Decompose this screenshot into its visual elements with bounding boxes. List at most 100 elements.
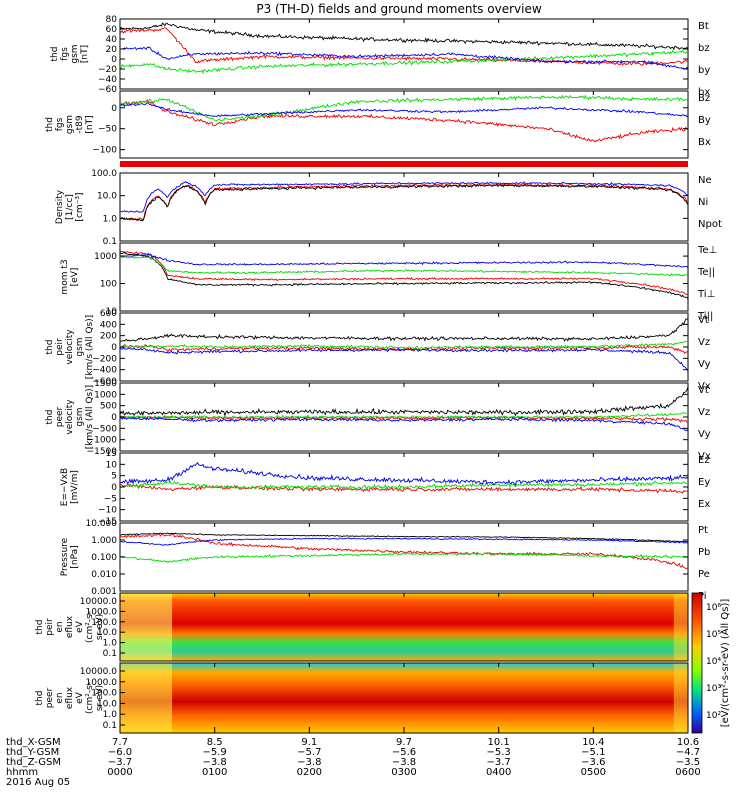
series-line-e-vxb-3: [119, 461, 689, 486]
panel-frame: [119, 452, 689, 522]
y-tick-label: 5: [111, 472, 117, 482]
panel-ylabel-line: sr-eV): [95, 614, 105, 640]
y-tick-label: 0: [111, 343, 117, 353]
series-line-pressure-1: [119, 532, 689, 543]
legend-entry: Te||: [697, 267, 715, 278]
x-tick-label: −6.0: [108, 747, 132, 758]
legend-entry: Vx: [698, 451, 711, 462]
x-tick-label: −3.6: [581, 757, 605, 768]
series-line-pressure-4: [119, 537, 688, 546]
panel-density: [119, 172, 689, 242]
x-tick-label: 10.6: [677, 737, 699, 748]
x-tick-label: 10.1: [488, 737, 510, 748]
y-tick-label: 100.0: [91, 689, 117, 699]
series-line-density-2: [119, 183, 689, 222]
legend-entry: Vx: [698, 381, 711, 392]
legend-entry: Ex: [698, 499, 710, 510]
series-line-mom-t3-2: [119, 252, 689, 300]
y-tick-label: 100: [100, 280, 117, 290]
panel-ylabel-line: fgs: [60, 47, 70, 61]
y-tick-label: −600: [92, 377, 117, 387]
y-tick-label: 10.000: [86, 519, 118, 529]
panel-mom-t3: [119, 242, 689, 312]
y-tick-label: −40: [98, 75, 117, 85]
y-tick-label: 0: [111, 55, 117, 65]
panel-ylabel-line: thd: [35, 691, 45, 706]
separator-bar: [120, 161, 688, 167]
panel-ylabel-line: Density: [55, 189, 65, 224]
y-tick-label: 0: [111, 413, 117, 423]
y-tick-label: −15: [98, 517, 117, 527]
panel-ylabel-line: velocity: [65, 329, 75, 365]
y-tick-label: 1.0: [103, 710, 118, 720]
panel-ylabel-line: peer: [55, 406, 65, 427]
panel-ylabel-line: peer: [45, 687, 55, 708]
x-axis-row-label: thd_X-GSM: [6, 737, 61, 748]
y-tick-label: 10: [106, 460, 118, 470]
series-line-fgs-gsm-t89-1: [119, 99, 689, 143]
panel-ylabel-line: eV: [75, 620, 85, 633]
x-tick-label: 9.1: [301, 737, 317, 748]
x-tick-label: 0500: [581, 767, 606, 778]
series-line-fgs-gsm-2: [119, 27, 689, 66]
x-axis-date: 2016 Aug 05: [6, 777, 70, 788]
panel-ylabel-line: sr-eV): [95, 685, 105, 711]
legend-entry: Ni: [698, 197, 708, 208]
y-tick-label: 0.1: [103, 649, 117, 659]
x-tick-label: −5.7: [297, 747, 321, 758]
y-tick-label: 10.0: [97, 628, 117, 638]
x-tick-label: −5.3: [487, 747, 511, 758]
y-tick-label: 0: [111, 483, 117, 493]
y-tick-label: −60: [98, 85, 117, 95]
spectrogram-late-band: [673, 593, 688, 661]
x-tick-label: 0400: [486, 767, 511, 778]
series-line-fgs-gsm-t89-3: [119, 102, 689, 118]
panel-ylabel-line: Pressure: [60, 537, 70, 576]
panel-ylabel-line: [nT]: [80, 45, 90, 63]
panel-ylabel-line: peir: [45, 618, 55, 636]
colorbar-label: [eV/(cm²-s-sr-eV) (All Qs)]: [720, 599, 731, 728]
panel-ylabel-line: thd: [35, 620, 45, 635]
panel-e-vxb: [119, 452, 689, 522]
panel-fgs-gsm: [119, 18, 689, 90]
y-tick-label: 10000.0: [80, 597, 117, 607]
series-line-peir-velocity-1: [119, 318, 689, 343]
panel-ylabel-line: gsm: [75, 337, 85, 356]
y-tick-label: 60: [106, 25, 118, 35]
colorbar-tick-label: 10³: [706, 684, 721, 694]
panel-ylabel-line: velocity: [65, 399, 75, 435]
x-tick-label: −5.6: [392, 747, 416, 758]
spectrogram: [120, 663, 688, 733]
legend-entry: Bt: [698, 21, 709, 32]
panel-ylabel-line: peir: [55, 338, 65, 356]
x-tick-label: −5.1: [581, 747, 605, 758]
panel-ylabel-line: eflux: [65, 686, 75, 709]
panel-ylabel-line: E=−VxB: [60, 468, 70, 506]
x-tick-label: 0300: [391, 767, 416, 778]
y-tick-label: 80: [106, 15, 118, 25]
colorbar-tick-label: 10⁶: [706, 603, 721, 613]
series-line-peir-velocity-4: [119, 347, 689, 372]
legend-entry: Pb: [698, 547, 710, 558]
panel-ylabel-line: gsm: [65, 115, 75, 134]
colorbar-tick-label: 10⁴: [706, 657, 721, 667]
x-tick-label: 10.4: [582, 737, 604, 748]
x-tick-label: 9.7: [396, 737, 412, 748]
y-tick-label: 200: [100, 332, 117, 342]
y-tick-label: 1000: [94, 390, 117, 400]
panel-ylabel-line: en: [55, 621, 65, 632]
colorbar: [691, 592, 703, 734]
legend-entry: bz: [698, 43, 710, 54]
panel-ylabel-line: [km/s (All Qs)]: [85, 385, 95, 449]
y-tick-label: 0: [111, 104, 117, 114]
x-axis-row-label: thd_Z-GSM: [6, 757, 61, 768]
panel-peer-eflux: [119, 662, 689, 734]
panel-ylabel-line: (cm²-s-: [85, 611, 95, 643]
x-tick-label: −3.7: [487, 757, 511, 768]
y-tick-label: 1000.0: [86, 607, 118, 617]
legend-entry: Npot: [698, 219, 722, 230]
series-line-peer-velocity-1: [119, 386, 689, 418]
x-tick-label: −3.7: [108, 757, 132, 768]
legend-entry: bx: [698, 87, 710, 98]
spectrogram: [120, 593, 688, 661]
